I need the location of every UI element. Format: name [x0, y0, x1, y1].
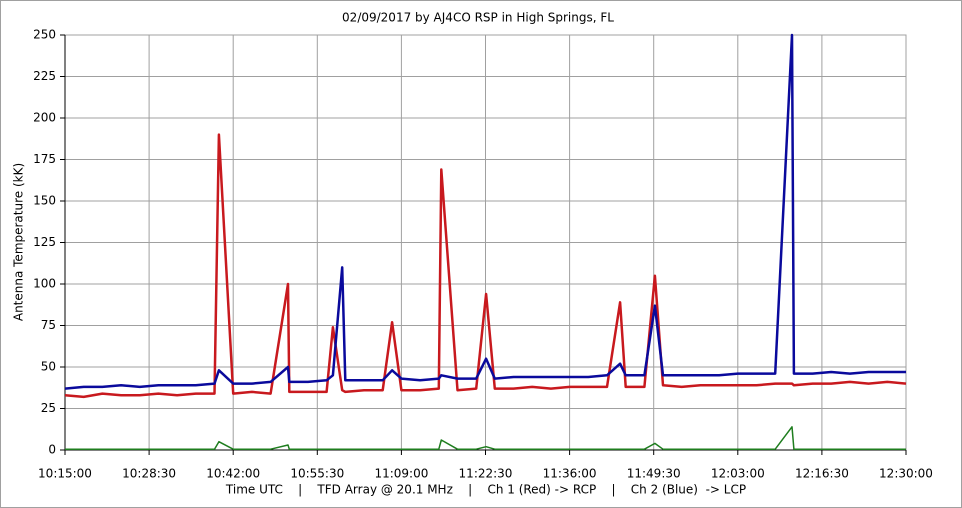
x-tick-label: 10:15:00 — [38, 467, 92, 481]
y-tick-label: 25 — [41, 401, 56, 415]
x-tick-label: 12:30:00 — [879, 467, 933, 481]
chart-title: 02/09/2017 by AJ4CO RSP in High Springs,… — [342, 11, 614, 25]
x-tick-label: 12:03:00 — [711, 467, 765, 481]
x-tick-label: 11:09:00 — [374, 467, 428, 481]
y-axis-label: Antenna Temperature (kK) — [12, 163, 26, 321]
y-tick-label: 250 — [33, 28, 56, 42]
x-axis-label: Time UTC | TFD Array @ 20.1 MHz | Ch 1 (… — [225, 483, 746, 497]
x-tick-label: 12:16:30 — [795, 467, 849, 481]
y-tick-label: 200 — [33, 111, 56, 125]
series-line — [64, 133, 907, 399]
y-tick-label: 150 — [33, 194, 56, 208]
x-tick-label: 11:36:00 — [543, 467, 597, 481]
y-tick-label: 175 — [33, 152, 56, 166]
y-tick-label: 100 — [33, 277, 56, 291]
series-line — [64, 33, 906, 390]
x-tick-label: 10:42:00 — [206, 467, 260, 481]
x-tick-label: 10:28:30 — [122, 467, 176, 481]
y-tick-label: 125 — [33, 235, 56, 249]
y-tick-label: 50 — [41, 360, 56, 374]
y-tick-label: 0 — [48, 443, 56, 457]
x-tick-label: 10:55:30 — [290, 467, 344, 481]
y-tick-label: 225 — [33, 69, 56, 83]
series-line — [65, 426, 906, 450]
y-tick-label: 75 — [41, 318, 56, 332]
x-tick-label: 11:22:30 — [459, 467, 513, 481]
x-tick-label: 11:49:30 — [627, 467, 681, 481]
